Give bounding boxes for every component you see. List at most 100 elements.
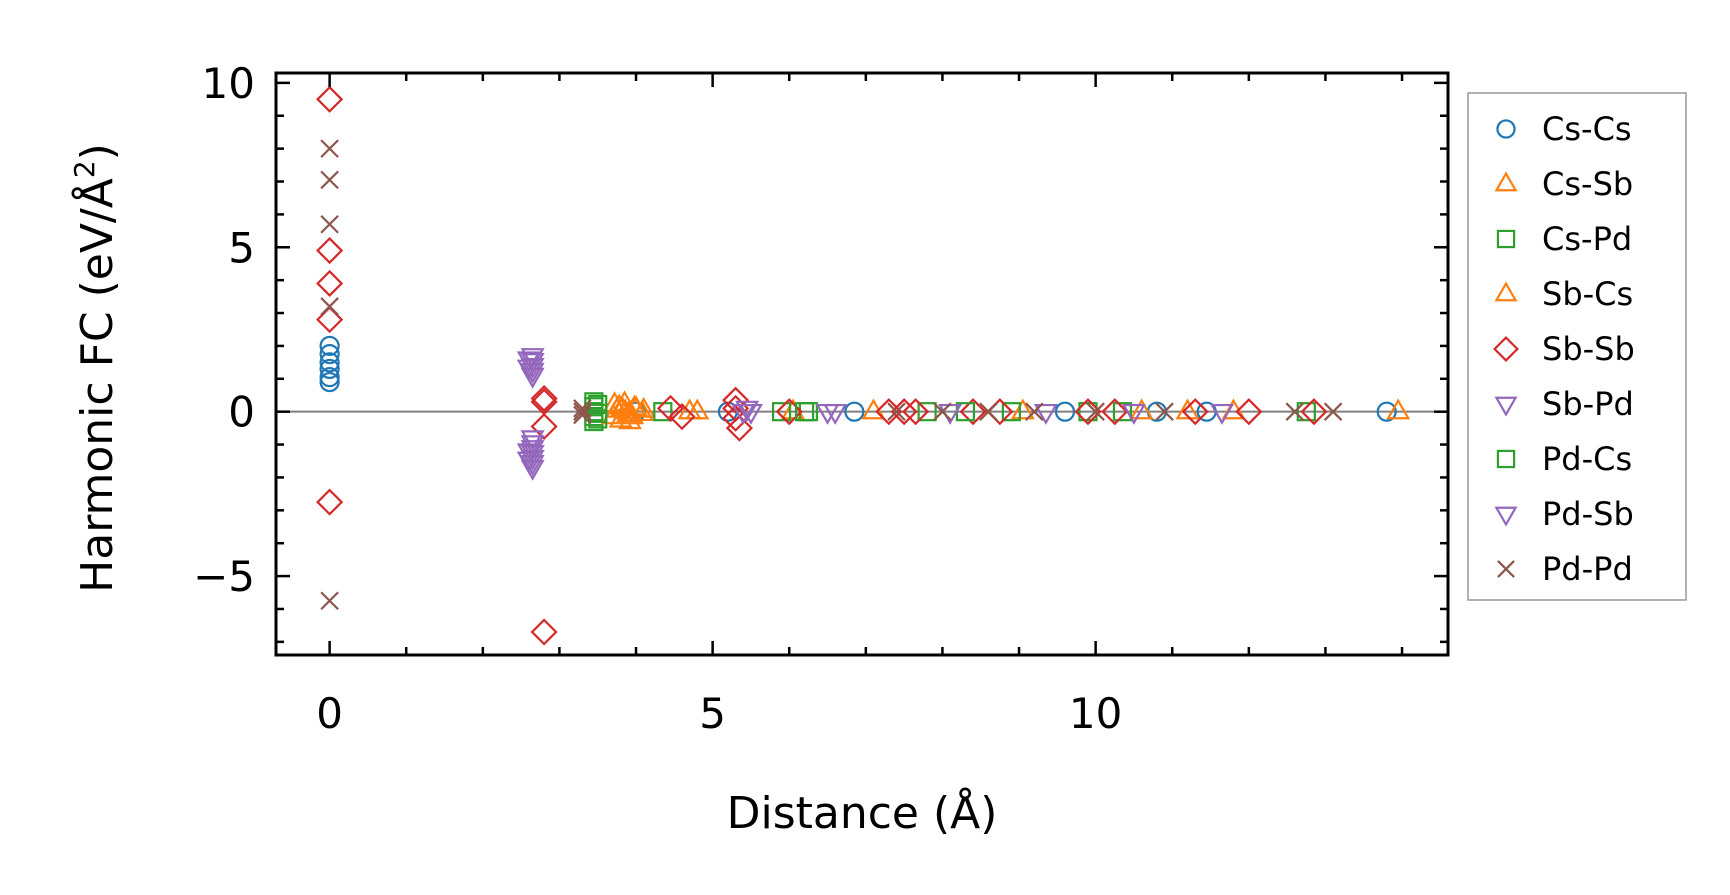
data-point-pd-sb: [516, 451, 541, 473]
data-point-sb-sb: [1300, 398, 1328, 426]
legend-label-sb-cs: Sb-Cs: [1542, 275, 1633, 313]
data-marks: [316, 85, 1411, 646]
data-point-cs-sb: [1129, 398, 1154, 420]
y-axis-label: Harmonic FC (eV/Å2): [68, 143, 123, 593]
data-point-sb-sb: [316, 85, 344, 113]
data-point-sb-pd: [735, 400, 760, 422]
x-axis-label: Distance (Å): [727, 786, 998, 839]
data-point-pd-pd: [573, 402, 592, 421]
legend-label-pd-sb: Pd-Sb: [1542, 495, 1634, 533]
data-point-cs-pd: [771, 402, 792, 422]
data-point-cs-pd: [1001, 402, 1021, 422]
data-point-sb-sb: [1235, 398, 1263, 426]
data-point-sb-sb: [530, 618, 558, 646]
data-point-sb-pd: [1121, 403, 1146, 425]
data-point-pd-pd: [320, 139, 339, 158]
data-point-pd-sb: [823, 403, 848, 425]
x-tick-label: 10: [1069, 689, 1122, 738]
data-point-cs-cs: [319, 352, 340, 373]
legend-marker-pd-sb: [1494, 506, 1518, 527]
data-point-sb-cs: [612, 390, 637, 412]
data-point-cs-cs: [319, 367, 340, 388]
data-point-pd-pd: [573, 399, 592, 418]
data-point-cs-cs: [844, 401, 865, 422]
y-tick-label: −5: [193, 552, 255, 601]
data-point-cs-cs: [319, 358, 340, 380]
data-point-sb-sb: [530, 384, 558, 413]
data-point-sb-sb: [959, 398, 987, 426]
data-point-pd-pd: [1025, 402, 1044, 421]
data-point-pd-sb: [516, 359, 541, 381]
legend-marker-sb-sb: [1493, 336, 1519, 362]
data-point-pd-pd: [320, 170, 339, 190]
legend-label-sb-pd: Sb-Pd: [1542, 385, 1634, 423]
legend-marker-pd-pd: [1497, 560, 1515, 578]
data-point-pd-pd: [887, 402, 906, 421]
data-point-cs-cs: [319, 335, 340, 357]
data-point-cs-cs: [1376, 401, 1397, 422]
data-point-cs-sb: [631, 396, 656, 418]
y-axis-label-close: ): [72, 143, 123, 160]
data-point-sb-sb: [725, 414, 753, 442]
data-point-pd-pd: [573, 405, 592, 425]
data-point-sb-sb: [316, 269, 344, 297]
legend-marker-cs-cs: [1496, 119, 1516, 139]
data-point-sb-sb: [656, 394, 685, 422]
y-tick-label: 10: [202, 59, 255, 108]
legend: Cs-Cs Cs-Sb Cs-Pd Sb-Cs Sb-Sb Sb-Pd Pd-Cs Pd-Sb…: [1467, 92, 1687, 601]
legend-label-pd-cs: Pd-Cs: [1542, 440, 1632, 478]
data-point-pd-pd: [1323, 402, 1343, 421]
data-point-pd-pd: [320, 297, 339, 316]
legend-label-cs-pd: Cs-Pd: [1542, 220, 1632, 258]
data-point-sb-pd: [1033, 403, 1058, 425]
data-point-sb-sb: [890, 398, 918, 426]
legend-marker-cs-sb: [1494, 171, 1518, 192]
data-point-pd-pd: [1285, 402, 1305, 421]
y-tick-label: 5: [228, 223, 255, 272]
data-point-cs-cs: [1054, 401, 1076, 422]
data-point-cs-cs: [319, 344, 340, 365]
x-tick-labels: 0 5 10: [316, 689, 1122, 738]
data-point-cs-pd: [917, 402, 937, 422]
axes: [274, 71, 1450, 657]
legend-marker-sb-cs: [1494, 281, 1518, 302]
data-point-cs-sb: [1010, 398, 1035, 420]
data-point-pd-pd: [1086, 402, 1105, 421]
data-point-cs-sb: [1175, 398, 1200, 420]
data-point-pd-pd: [320, 591, 339, 611]
y-axis-label-main: Harmonic FC (eV/Å: [70, 178, 123, 593]
data-point-cs-cs: [319, 371, 340, 393]
data-point-pd-sb: [731, 403, 756, 425]
y-axis-label-superscript: 2: [68, 160, 101, 178]
y-tick-label: 0: [228, 388, 255, 437]
legend-label-cs-sb: Cs-Sb: [1542, 165, 1633, 203]
data-point-cs-pd: [1112, 402, 1133, 422]
legend-label-sb-sb: Sb-Sb: [1542, 330, 1635, 368]
data-point-sb-sb: [668, 403, 696, 431]
data-point-sb-sb: [775, 398, 803, 426]
data-point-sb-sb: [1101, 398, 1129, 426]
data-point-sb-sb: [1181, 398, 1209, 426]
legend-marker-pd-cs: [1496, 449, 1516, 469]
data-point-pd-pd: [1155, 402, 1174, 421]
data-point-sb-sb: [902, 398, 930, 426]
data-point-sb-cs: [604, 396, 629, 418]
y-tick-labels: −5 0 5 10: [193, 59, 255, 601]
data-point-sb-sb: [316, 488, 344, 516]
data-point-pd-cs: [794, 402, 815, 422]
data-point-sb-sb: [530, 412, 558, 441]
x-tick-label: 0: [316, 689, 343, 738]
data-point-pd-pd: [979, 402, 998, 421]
data-point-cs-sb: [1386, 398, 1411, 420]
data-point-sb-sb: [316, 306, 344, 334]
legend-label-cs-cs: Cs-Cs: [1542, 110, 1632, 148]
data-point-sb-sb: [316, 237, 344, 265]
data-point-pd-pd: [320, 214, 339, 234]
data-point-sb-pd: [1210, 403, 1235, 425]
legend-marker-sb-pd: [1494, 396, 1518, 417]
data-point-sb-sb: [722, 386, 750, 414]
legend-label-pd-pd: Pd-Pd: [1542, 550, 1633, 588]
data-point-sb-cs: [617, 408, 642, 430]
plot-frame: [274, 71, 1450, 657]
